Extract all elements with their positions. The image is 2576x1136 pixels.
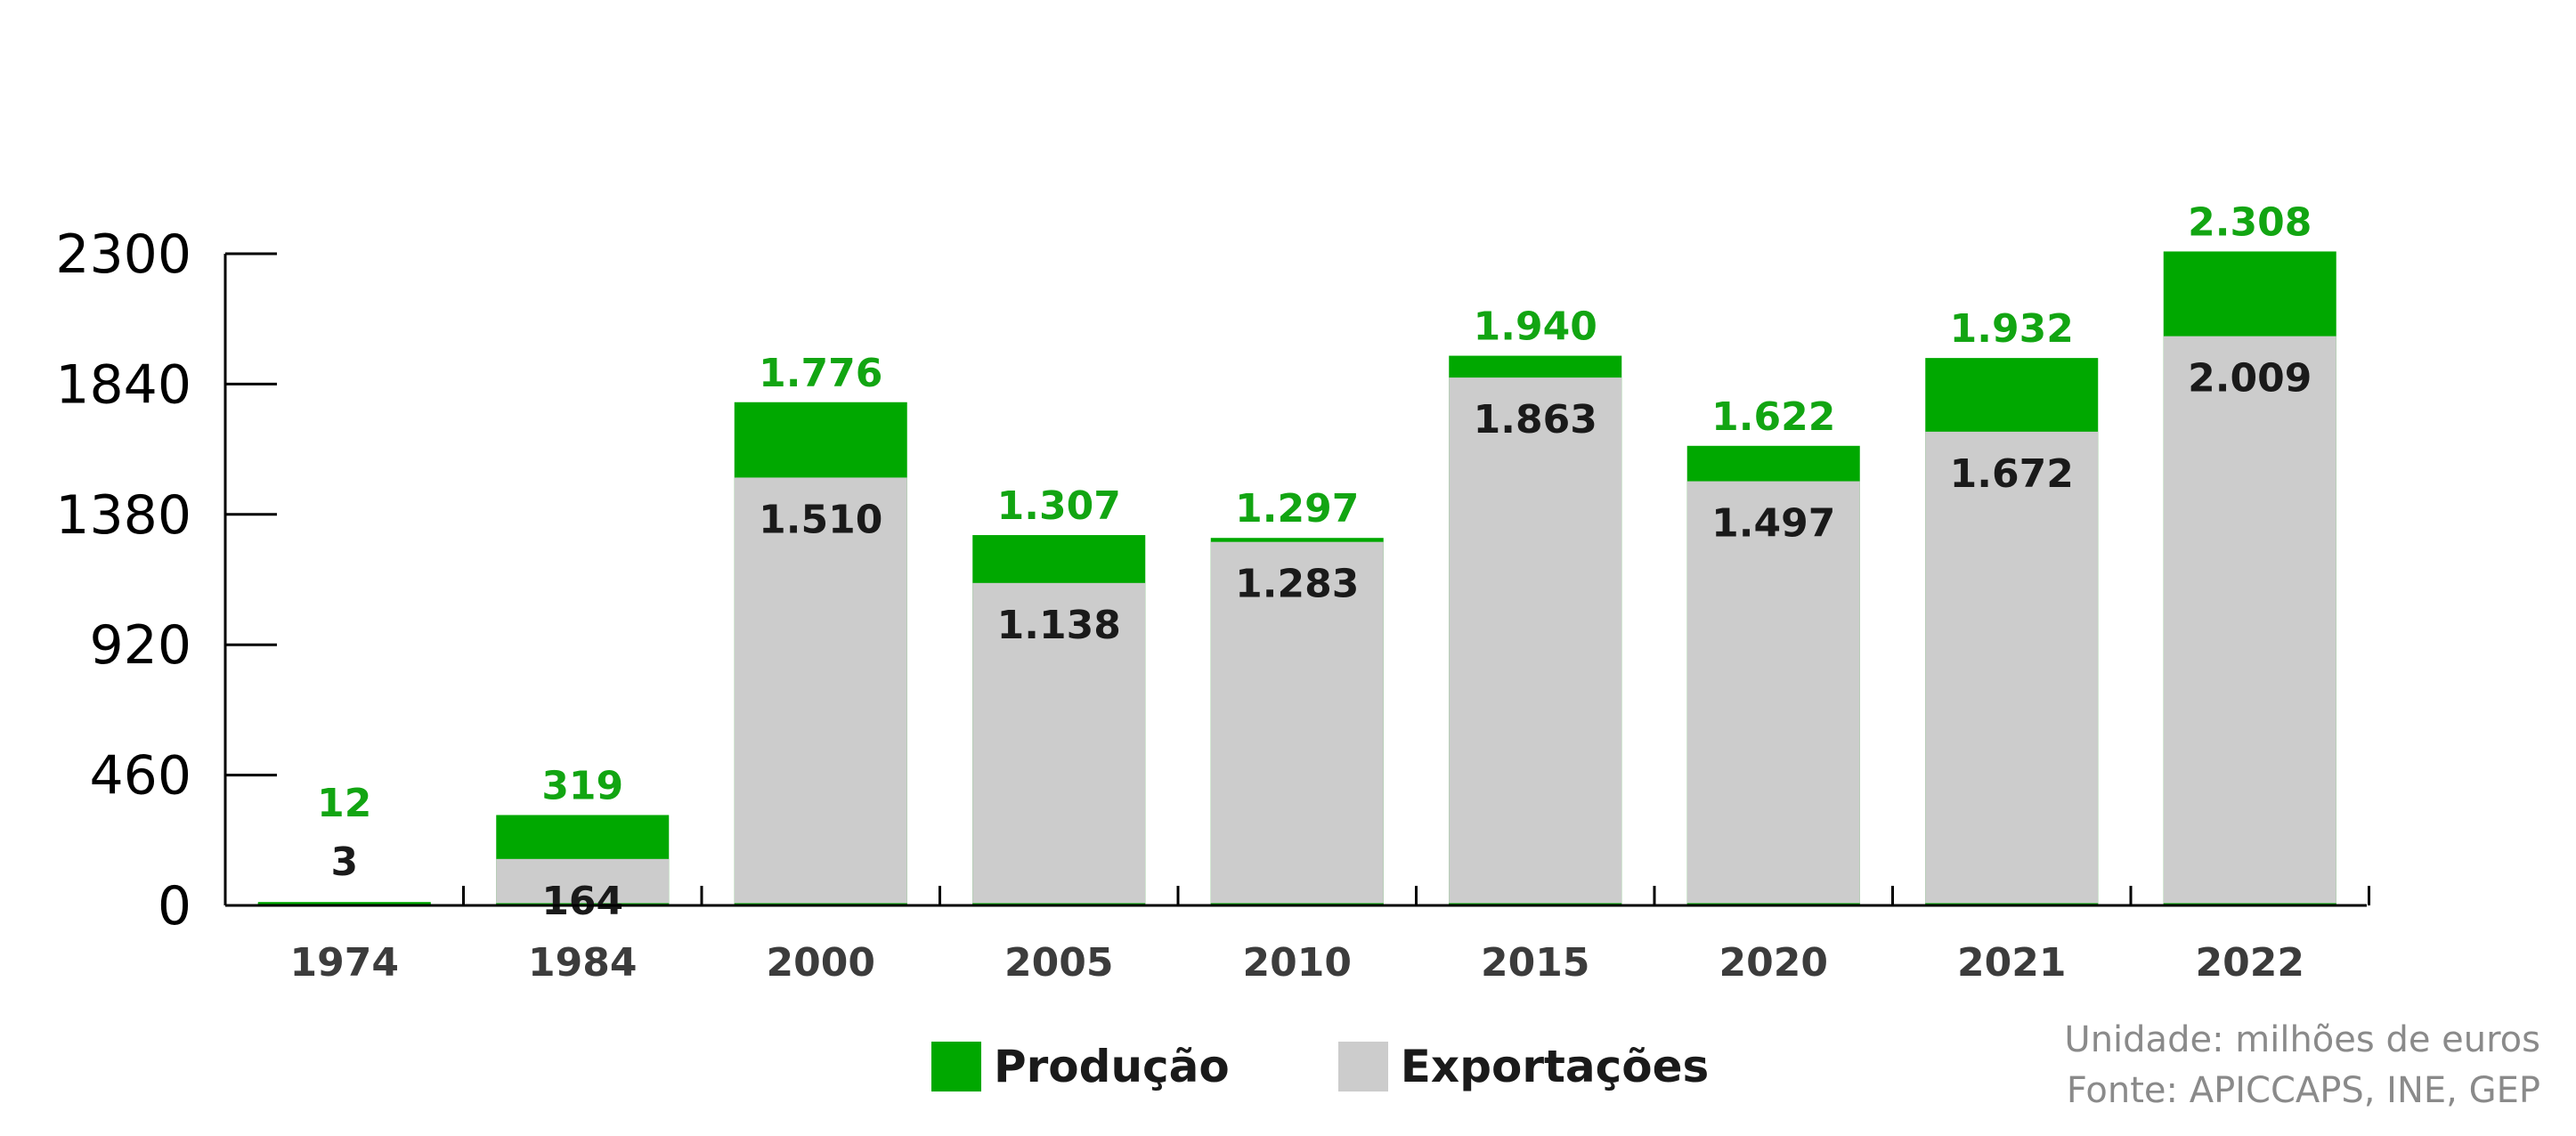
bar-exportacoes-2000 <box>734 477 907 905</box>
y-tick-label-2300: 2300 <box>55 223 191 286</box>
bar-exportacoes-2020 <box>1686 481 1860 905</box>
x-tick-label-2000: 2000 <box>767 940 875 986</box>
y-tick-label-460: 460 <box>89 745 191 807</box>
y-tick-label-1380: 1380 <box>55 484 191 547</box>
legend: Produção Exportações <box>931 1038 1817 1095</box>
chart-note: Unidade: milhões de euros Fonte: APICCAP… <box>2064 1015 2540 1116</box>
legend-swatch-exportacoes <box>1337 1042 1388 1091</box>
x-tick-label-2010: 2010 <box>1243 940 1352 986</box>
legend-label-exportacoes: Exportações <box>1400 1041 1710 1092</box>
label-producao-2010: 1.297 <box>1235 486 1359 531</box>
label-exportacoes-2000: 1.510 <box>759 497 882 542</box>
x-tick-label-1984: 1984 <box>528 940 637 986</box>
label-exportacoes-2015: 1.863 <box>1474 397 1597 442</box>
label-exportacoes-1974: 3 <box>330 840 358 885</box>
x-tick-label-2020: 2020 <box>1719 940 1828 986</box>
x-tick-label-2022: 2022 <box>2196 940 2304 986</box>
bar-exportacoes-2022 <box>2163 336 2336 906</box>
bar-exportacoes-2010 <box>1210 541 1384 905</box>
label-exportacoes-2021: 1.672 <box>1950 451 2074 497</box>
x-tick-label-2005: 2005 <box>1004 940 1113 986</box>
legend-swatch-producao <box>931 1042 981 1091</box>
y-tick-label-920: 920 <box>89 614 191 677</box>
legend-item-exportacoes: Exportações <box>1337 1041 1710 1092</box>
y-tick-label-1840: 1840 <box>55 353 191 416</box>
bar-exportacoes-1984 <box>496 858 670 905</box>
label-producao-2021: 1.932 <box>1950 306 2074 352</box>
label-exportacoes-2005: 1.138 <box>997 603 1121 648</box>
label-exportacoes-1984: 164 <box>541 879 623 924</box>
bar-exportacoes-2005 <box>972 582 1146 905</box>
label-producao-2020: 1.622 <box>1711 394 1835 440</box>
label-producao-1984: 319 <box>541 763 623 808</box>
x-tick-label-1974: 1974 <box>290 940 399 986</box>
label-producao-2000: 1.776 <box>759 351 882 396</box>
x-tick-label-2021: 2021 <box>1957 940 2066 986</box>
label-producao-2022: 2.308 <box>2188 199 2312 245</box>
label-producao-1974: 12 <box>317 781 371 826</box>
label-producao-2005: 1.307 <box>997 483 1121 529</box>
unit-note: Unidade: milhões de euros <box>2064 1019 2540 1060</box>
y-tick-label-0: 0 <box>158 875 191 937</box>
legend-item-producao: Produção <box>931 1041 1230 1092</box>
bar-exportacoes-2015 <box>1449 377 1622 906</box>
label-producao-2015: 1.940 <box>1474 304 1597 350</box>
label-exportacoes-2020: 1.497 <box>1711 501 1835 547</box>
source-note: Fonte: APICCAPS, INE, GEP <box>2066 1070 2540 1111</box>
label-exportacoes-2010: 1.283 <box>1235 562 1359 607</box>
legend-label-producao: Produção <box>994 1041 1230 1092</box>
bar-exportacoes-2021 <box>1925 431 2099 906</box>
label-exportacoes-2022: 2.009 <box>2188 356 2312 402</box>
x-tick-label-2015: 2015 <box>1481 940 1589 986</box>
